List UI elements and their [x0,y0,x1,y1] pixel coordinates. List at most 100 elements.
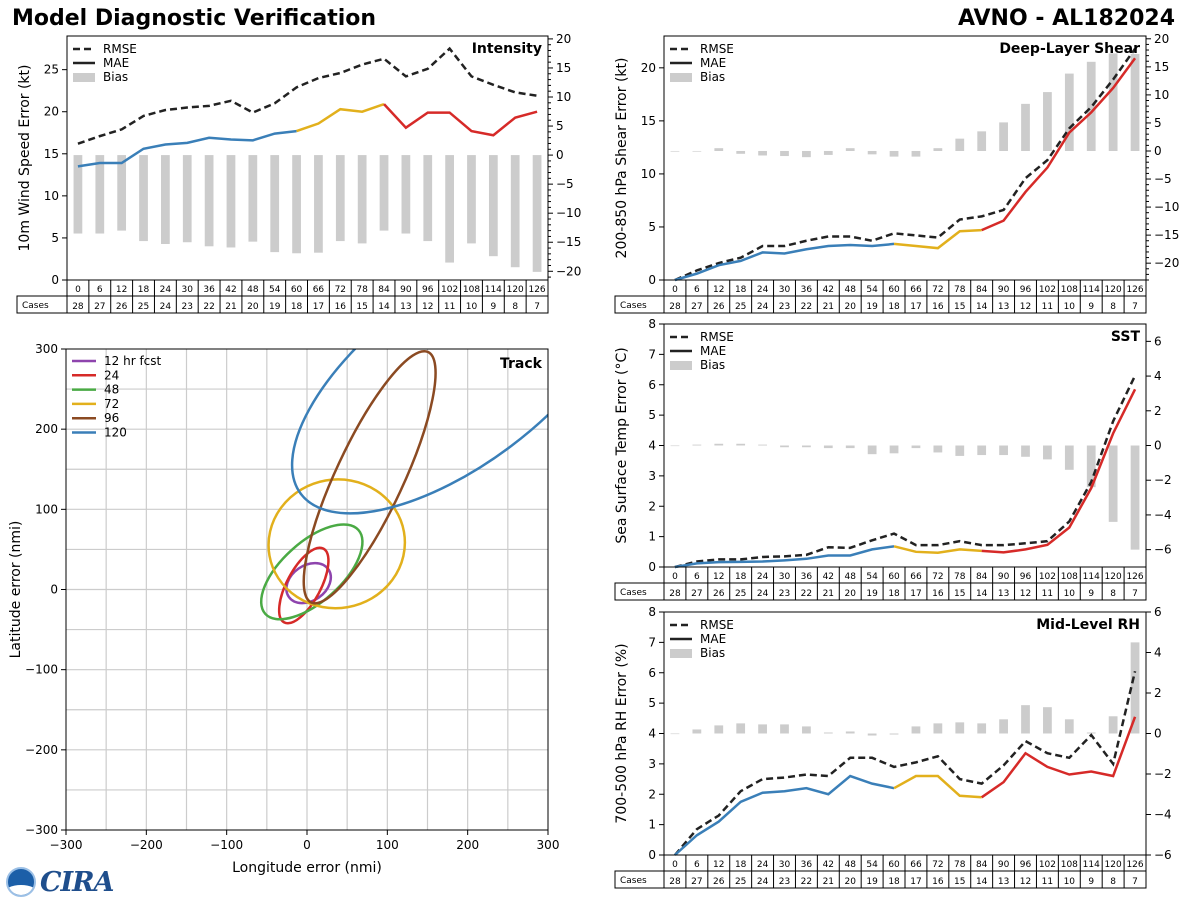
intensity-cases-value: 12 [422,302,433,312]
rh-cases-value: 26 [713,877,725,887]
intensity-bias-bar [117,155,127,231]
shear-cases-value: 26 [713,302,725,312]
shear-y2tick-label: −15 [1154,228,1179,242]
sst-bias-bar [955,445,965,456]
noaa-logo-icon [6,867,36,897]
rh-bias-bar [1043,707,1052,734]
intensity-cases-value: 27 [94,302,105,312]
intensity-bias-bar [510,155,520,268]
rh-bias-bar [802,726,811,734]
rh-hour-label: 36 [801,860,813,870]
rh-title: Mid-Level RH [1036,617,1140,633]
intensity-cases-row [16,295,549,314]
shear-cases-value: 15 [954,302,965,312]
sst-hour-label: 84 [976,572,988,582]
sst-cases-value: 24 [757,589,769,599]
intensity-hour-label: 18 [138,285,150,295]
intensity-hour-label: 126 [528,285,545,295]
intensity-cases-value: 23 [182,302,193,312]
shear-cases-value: 21 [823,302,834,312]
shear-cases-value: 12 [1020,302,1031,312]
intensity-ytick-label: 10 [44,189,59,203]
sst-hour-label: 0 [672,572,678,582]
intensity-hour-label: 72 [335,285,346,295]
intensity-bias-bar [139,155,148,242]
track-legend-label: 24 [104,368,119,382]
shear-bias-bar [933,148,943,151]
shear-y2tick-label: 5 [1154,116,1162,130]
rh-hour-label: 66 [910,860,922,870]
shear-cases-value: 27 [691,302,702,312]
shear-hour-label: 48 [845,285,857,295]
sst-hour-label: 6 [694,572,700,582]
rh-bias-bar [758,724,767,734]
rh-ytick-label: 6 [648,666,656,680]
rh-ytick-label: 4 [648,727,656,741]
sst-hour-label: 30 [779,572,791,582]
shear-bias-bar [692,150,702,152]
shear-y2tick-label: 15 [1154,60,1169,74]
shear-hour-label: 90 [998,285,1010,295]
sst-cases-value: 22 [801,589,812,599]
sst-legend-bias: Bias [700,358,725,372]
shear-bias-bar [1021,103,1030,151]
intensity-ytick-label: 0 [51,273,59,287]
rh-bias-bar [867,733,877,736]
rh-hour-label: 24 [757,860,769,870]
sst-legend-rmse: RMSE [700,330,734,344]
intensity-hour-label: 0 [75,285,81,295]
sst-hour-label: 102 [1039,572,1056,582]
rh-legend-bias: Bias [700,646,725,660]
rh-bias-bar [1108,716,1118,734]
shear-legend-rmse: RMSE [700,42,734,56]
sst-cases-value: 19 [866,589,878,599]
intensity-bias-bar [248,155,258,242]
track-legend-label: 48 [104,383,119,397]
shear-hour-label: 24 [757,285,769,295]
rh-cases-value: 10 [1064,877,1076,887]
rh-mae-line-seg1 [674,774,895,856]
track-ellipse-48 [259,523,364,621]
shear-cases-value: 17 [910,302,921,312]
shear-rmse-line [674,48,1137,282]
rh-mae-line-seg3 [980,716,1137,799]
shear-bias-bar [802,150,811,158]
track-xtick-label: 0 [303,838,311,852]
sst-cases-value: 21 [823,589,834,599]
rh-hour-label: 78 [954,860,966,870]
sst-cases-label: Cases [620,588,647,598]
shear-bias-bar [889,150,899,157]
shear-bias-bar [845,148,855,151]
shear-bias-bar [977,131,987,151]
sst-hour-label: 18 [735,572,747,582]
shear-bias-bar [736,150,746,154]
rh-hour-label: 96 [1020,860,1032,870]
track-ytick-label: −300 [25,823,58,837]
rh-hour-label: 120 [1105,860,1122,870]
shear-y2tick-label: −10 [1154,200,1179,214]
intensity-bias-bar [445,155,454,263]
rh-legend-mae: MAE [700,632,726,646]
sst-cases-value: 7 [1132,589,1138,599]
sst-cases-value: 12 [1020,589,1031,599]
shear-cases-value: 8 [1110,302,1116,312]
shear-hour-label: 72 [932,285,943,295]
track-legend-label: 96 [104,411,119,425]
track-legend-label: 120 [104,426,127,440]
track-xtick-label: −200 [130,838,163,852]
intensity-rmse-line [77,46,538,145]
sst-hour-label: 90 [998,572,1010,582]
sst-hour-label: 78 [954,572,966,582]
rh-bias-bar [1086,732,1096,734]
intensity-y2tick-label: 10 [556,90,571,104]
shear-hour-label: 126 [1126,285,1143,295]
intensity-cases-value: 7 [534,302,540,312]
shear-hour-label: 0 [672,285,678,295]
shear-hour-label: 12 [713,285,724,295]
track-legend-label: 12 hr fcst [104,354,162,368]
intensity-y2tick-label: 5 [556,119,564,133]
intensity-y2tick-label: 0 [556,148,564,162]
rh-ytick-label: 1 [648,818,656,832]
intensity-bias-bar [73,155,83,234]
